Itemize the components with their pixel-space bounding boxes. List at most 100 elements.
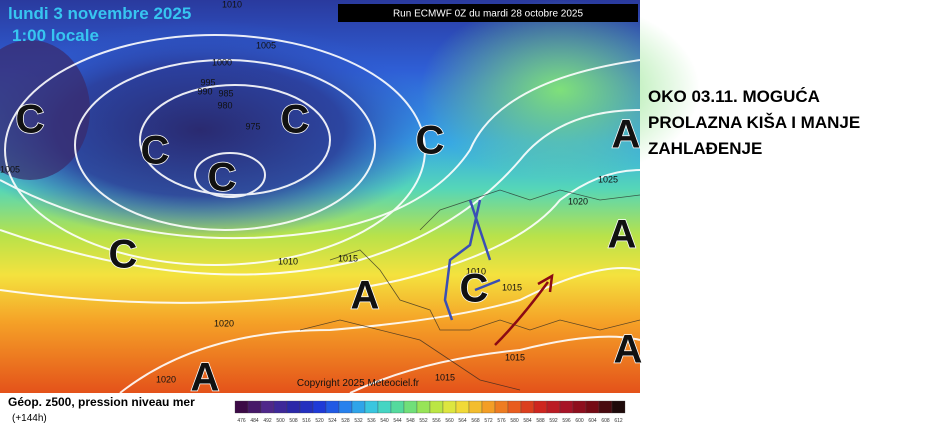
annotation-line: ZAHLAĐENJE — [648, 139, 762, 158]
pressure-system: A — [608, 213, 637, 257]
scale-label: 492 — [263, 418, 272, 424]
scale-cell — [416, 400, 431, 414]
scale-cell — [273, 400, 288, 414]
scale-cell — [572, 400, 587, 414]
pressure-system: C — [416, 119, 445, 163]
scale-cell — [403, 400, 418, 414]
scale-label: 500 — [276, 418, 285, 424]
scale-cell — [520, 400, 535, 414]
scale-label: 536 — [367, 418, 376, 424]
scale-cell — [442, 400, 457, 414]
scale-label: 532 — [354, 418, 363, 424]
scale-cell — [364, 400, 379, 414]
pressure-system: C — [109, 233, 138, 277]
scale-cell — [494, 400, 509, 414]
scale-cell — [299, 400, 314, 414]
scale-label: 600 — [575, 418, 584, 424]
scale-cell — [468, 400, 483, 414]
annotation-line: OKO 03.11. MOGUĆA — [648, 87, 820, 106]
scale-label: 608 — [601, 418, 610, 424]
pressure-system: C — [460, 267, 489, 311]
scale-label: 528 — [341, 418, 350, 424]
scale-cell — [312, 400, 327, 414]
scale-label: 520 — [315, 418, 324, 424]
run-banner — [338, 4, 638, 22]
pressure-system: A — [191, 356, 220, 400]
isobar-label: 985 — [218, 88, 233, 98]
scale-cell — [390, 400, 405, 414]
scale-label: 544 — [393, 418, 402, 424]
date: lundi 3 novembre 2025 — [8, 4, 191, 23]
isobar-label: 1015 — [435, 372, 455, 382]
scale-cell — [260, 400, 275, 414]
scale-cell — [585, 400, 600, 414]
scale-cell — [325, 400, 340, 414]
isobar-label: 1015 — [505, 352, 525, 362]
copyright: Copyright 2025 Meteociel.fr — [297, 378, 420, 389]
legend-lead: (+144h) — [12, 413, 47, 424]
scale-label: 540 — [380, 418, 389, 424]
pressure-system: C — [208, 156, 237, 200]
isobar-label: 1010 — [222, 0, 242, 9]
isobar-label: 1025 — [598, 174, 618, 184]
isobar-label: 1010 — [278, 256, 298, 266]
annotation-line: PROLAZNA KIŠA I MANJE — [648, 113, 860, 132]
time: 1:00 locale — [12, 26, 99, 45]
scale-cell — [598, 400, 613, 414]
isobar-label: 1010 — [466, 266, 486, 276]
scale-label: 576 — [497, 418, 506, 424]
isobar-label: 975 — [245, 121, 260, 131]
scale-label: 552 — [419, 418, 428, 424]
scale-cell — [507, 400, 522, 414]
scale-cell — [234, 400, 249, 414]
scale-label: 524 — [328, 418, 337, 424]
scale-label: 564 — [458, 418, 467, 424]
scale-label: 476 — [237, 418, 246, 424]
legend-title: Géop. z500, pression niveau mer — [8, 395, 195, 409]
run-label: Run ECMWF 0Z du mardi 28 octobre 2025 — [393, 9, 584, 20]
isobar-label: 1015 — [502, 282, 522, 292]
low-area — [0, 20, 440, 240]
pressure-system: C — [141, 129, 170, 173]
isobar-label: 1020 — [156, 374, 176, 384]
map-field — [420, 0, 700, 180]
isobar-label: 1015 — [338, 253, 358, 263]
scale-cell — [429, 400, 444, 414]
pressure-system: A — [612, 113, 641, 157]
scale-label: 548 — [406, 418, 415, 424]
scale-cell — [611, 400, 626, 414]
scale-label: 584 — [523, 418, 532, 424]
isobars — [0, 34, 641, 394]
scale-label: 580 — [510, 418, 519, 424]
pressure-system: A — [351, 274, 380, 318]
isobar-label: 1020 — [568, 196, 588, 206]
isobar-label: 990 — [197, 86, 212, 96]
isobar-label: 980 — [217, 100, 232, 110]
scale-label: 516 — [302, 418, 311, 424]
scale-cell — [377, 400, 392, 414]
scale-cell — [559, 400, 574, 414]
scale-label: 572 — [484, 418, 493, 424]
isobar-label: 1005 — [0, 164, 20, 174]
arrow-cold — [443, 199, 501, 321]
coastlines — [299, 189, 641, 391]
isobar-label: 995 — [200, 77, 215, 87]
isobar-label: 1005 — [256, 40, 276, 50]
scale-label: 568 — [471, 418, 480, 424]
scale-cell — [247, 400, 262, 414]
arrow-warm — [494, 273, 554, 346]
scale-label: 484 — [250, 418, 259, 424]
scale-label: 592 — [549, 418, 558, 424]
pressure-system: C — [16, 98, 45, 142]
scale-cell — [455, 400, 470, 414]
scale-label: 588 — [536, 418, 545, 424]
scale-cell — [286, 400, 301, 414]
low-area — [0, 40, 90, 180]
scale-cell — [481, 400, 496, 414]
scale-cell — [338, 400, 353, 414]
scale-label: 508 — [289, 418, 298, 424]
pressure-system: A — [614, 328, 643, 372]
scale-label: 560 — [445, 418, 454, 424]
